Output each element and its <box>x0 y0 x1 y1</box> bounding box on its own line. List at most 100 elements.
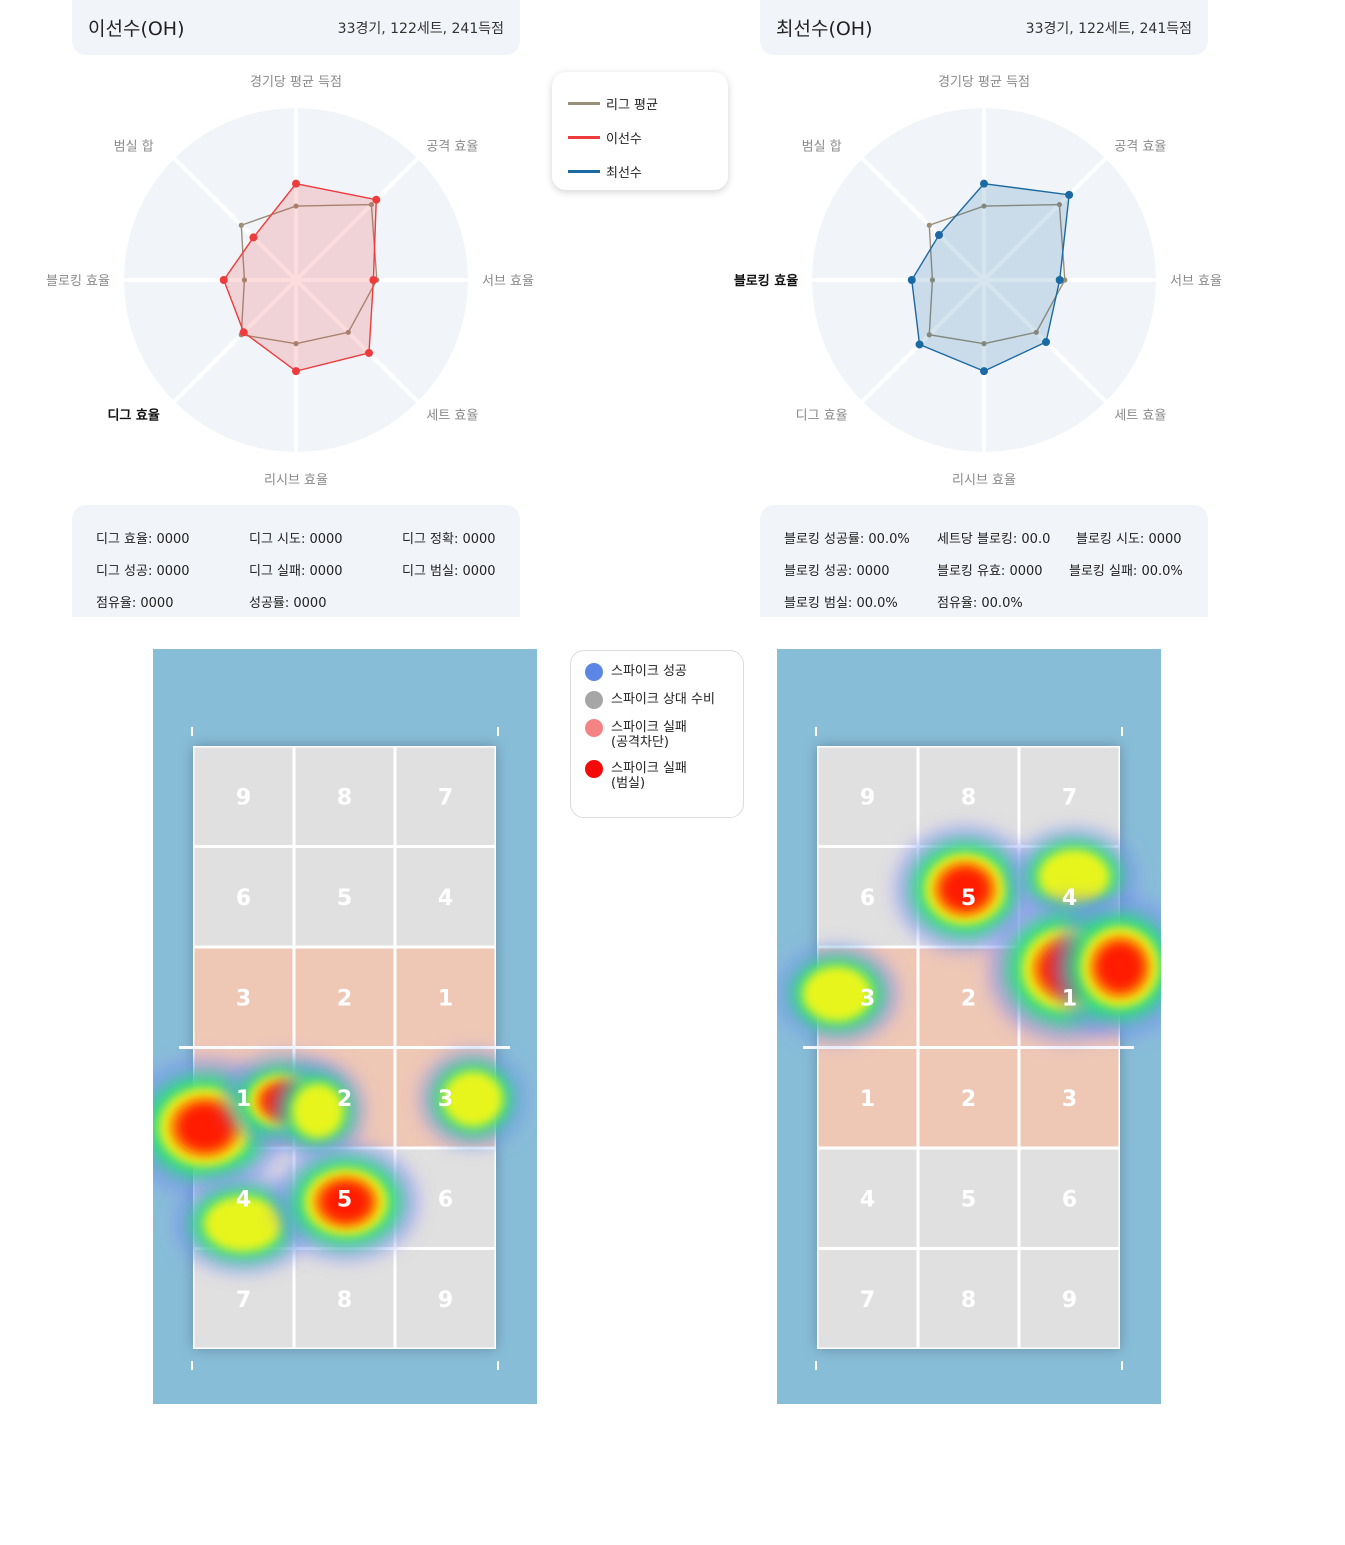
court-zone-number: 3 <box>438 1087 453 1112</box>
heat-blob <box>291 1083 345 1139</box>
radar-point <box>293 341 299 347</box>
radar-axis-label: 공격 효율 <box>426 140 478 155</box>
court-zone[interactable] <box>818 1049 917 1147</box>
court-zone-number: 1 <box>438 986 453 1011</box>
court-zone[interactable] <box>396 1250 495 1348</box>
court-zone[interactable] <box>1020 747 1119 846</box>
court-zone-number: 5 <box>961 1187 976 1212</box>
radar-axis-label: 공격 효율 <box>1114 140 1166 155</box>
legend-item-spike-blocked[interactable]: 스파이크 실패 (공격차단) <box>585 719 729 750</box>
stats-box-dig: 디그 효율: 0000 디그 시도: 0000 디그 정확: 0000 디그 성… <box>72 505 520 617</box>
court-zone[interactable] <box>1020 1049 1119 1147</box>
radar-point <box>929 277 935 283</box>
court-zone-number: 4 <box>236 1187 251 1212</box>
radar-point <box>249 233 258 242</box>
court-zone[interactable] <box>1020 1149 1119 1248</box>
legend-label: 리그 평균 <box>606 97 658 113</box>
radar-point <box>292 179 300 188</box>
radar-axis-label: 리시브 효율 <box>952 473 1016 488</box>
radar-point <box>1062 277 1068 283</box>
radar-spoke <box>172 278 298 404</box>
court-zone-number: 7 <box>438 785 453 810</box>
court-zone-number: 7 <box>1062 785 1077 810</box>
legend-dot <box>585 663 603 681</box>
radar-point <box>369 276 378 284</box>
heat-blob <box>321 1182 371 1222</box>
player-header-right: 최선수(OH) 33경기, 122세트, 241득점 <box>760 0 1208 55</box>
legend-item-league-avg[interactable]: 리그 평균 <box>568 86 712 120</box>
radar-point <box>915 340 924 349</box>
court-zone[interactable] <box>295 1250 394 1348</box>
legend-swatch <box>568 135 600 139</box>
player-season-stats: 33경기, 122세트, 241득점 <box>337 20 504 37</box>
radar-axis-label: 세트 효율 <box>426 408 478 423</box>
radar-spoke <box>294 156 420 282</box>
court-zone[interactable] <box>396 848 495 946</box>
court-zone-number: 3 <box>860 986 875 1011</box>
court-zone[interactable] <box>919 1250 1018 1348</box>
court-zone[interactable] <box>295 747 394 846</box>
court-zone[interactable] <box>1020 1250 1119 1348</box>
heat-blob <box>941 867 989 911</box>
radar-point <box>293 203 299 209</box>
stat-dig-attempts: 디그 시도: 0000 <box>249 532 343 547</box>
stat-block-success-rate: 블로킹 성공률: 00.0% <box>784 532 910 547</box>
court-zone-number: 7 <box>860 1288 875 1313</box>
radar-point <box>239 328 248 337</box>
stat-block-error: 블로킹 범실: 00.0% <box>784 596 898 611</box>
radar-axis-label: 디그 효율 <box>796 408 848 423</box>
court-zone-number: 9 <box>438 1288 453 1313</box>
legend-dot <box>585 719 603 737</box>
court-zone-number: 8 <box>961 785 976 810</box>
legend-dot <box>585 760 603 778</box>
court-zone[interactable] <box>396 948 495 1047</box>
radar-axis-label: 서브 효율 <box>482 274 534 289</box>
court-zone[interactable] <box>818 1250 917 1348</box>
heat-blob <box>442 1071 504 1127</box>
court-zone[interactable] <box>194 948 293 1047</box>
stats-box-blocking: 블로킹 성공률: 00.0% 세트당 블로킹: 00.0 블로킹 시도: 000… <box>760 505 1208 617</box>
legend-item-player-choi[interactable]: 최선수 <box>568 154 712 188</box>
court-zone[interactable] <box>396 747 495 846</box>
court-zone[interactable] <box>295 948 394 1047</box>
court-svg: 9 8 7 6 5 4 3 2 1 1 2 3 4 5 6 7 8 9 <box>153 727 525 1370</box>
court-zone-number: 3 <box>236 986 251 1011</box>
court-zone[interactable] <box>919 1049 1018 1147</box>
court-zone[interactable] <box>818 747 917 846</box>
court-zone-number: 8 <box>337 785 352 810</box>
court-zone-number: 1 <box>1062 986 1077 1011</box>
radar-axis-label: 디그 효율 <box>107 407 159 423</box>
stat-share: 점유율: 0000 <box>96 596 174 611</box>
radar-point <box>907 276 916 284</box>
radar-axis-label: 범실 합 <box>802 140 842 155</box>
legend-swatch <box>568 101 600 105</box>
legend-label: 이선수 <box>606 131 642 147</box>
heat-blob <box>1038 849 1110 905</box>
court-zone-number: 5 <box>961 886 976 911</box>
court-zone-number: 8 <box>961 1288 976 1313</box>
radar-point <box>1056 201 1063 208</box>
radar-spoke <box>860 278 986 404</box>
court-zone-number: 2 <box>961 986 976 1011</box>
legend-label: 스파이크 성공 <box>611 664 687 679</box>
radar-point <box>926 332 932 338</box>
court-zone[interactable] <box>295 848 394 946</box>
court-zone[interactable] <box>194 747 293 846</box>
stat-block-per-set: 세트당 블로킹: 00.0 <box>937 532 1051 547</box>
court-zone[interactable] <box>194 848 293 946</box>
court-zone[interactable] <box>818 1149 917 1248</box>
legend-item-player-lee[interactable]: 이선수 <box>568 120 712 154</box>
legend-label: 스파이크 상대 수비 <box>611 692 715 707</box>
legend-item-spike-defended[interactable]: 스파이크 상대 수비 <box>585 691 729 709</box>
radar-point <box>372 195 381 204</box>
radar-point <box>219 276 228 284</box>
radar-axis-label: 경기당 평균 득점 <box>250 75 342 90</box>
heat-blob <box>203 1196 283 1252</box>
court-zone-number: 2 <box>337 1087 352 1112</box>
court-heatmap-left: 9 8 7 6 5 4 3 2 1 1 2 3 4 5 6 7 8 9 <box>153 649 537 1404</box>
court-zone[interactable] <box>919 1149 1018 1248</box>
legend-item-spike-error[interactable]: 스파이크 실패 (범실) <box>585 760 729 791</box>
player-name: 이선수(OH) <box>88 18 185 40</box>
legend-item-spike-success[interactable]: 스파이크 성공 <box>585 663 729 681</box>
